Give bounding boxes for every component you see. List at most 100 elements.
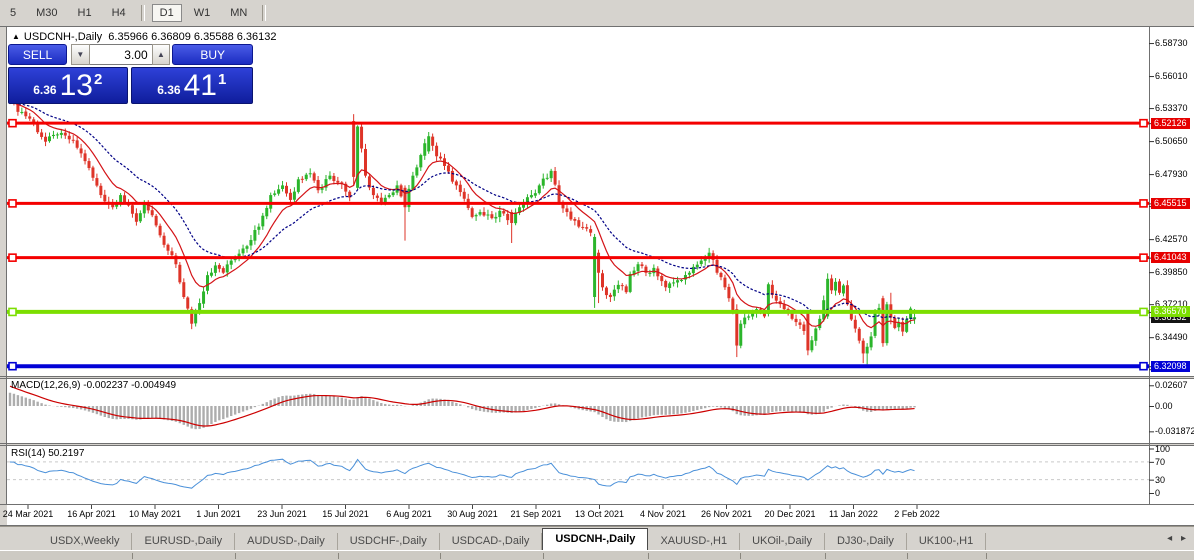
timeframe-button-h1[interactable]: H1 xyxy=(77,7,92,19)
line-end-marker xyxy=(1139,253,1148,262)
price-axis-label: 6.47930 xyxy=(1155,169,1188,180)
timeframe-toolbar: 5 M30 H1 H4 D1 W1 MN xyxy=(0,0,1194,26)
buy-price-small: 6.36 xyxy=(157,83,181,97)
tab-usdcnh-daily[interactable]: USDCNH-,Daily xyxy=(542,528,649,550)
line-end-marker xyxy=(8,199,17,208)
tab-strip-mark xyxy=(907,553,908,559)
tab-strip-mark xyxy=(740,553,741,559)
price-level-badge: 6.32098 xyxy=(1151,360,1190,372)
macd-scale-label: -0.031872 xyxy=(1155,426,1194,437)
ma-slow-line xyxy=(9,102,915,320)
rsi-scale-label: 100 xyxy=(1155,443,1171,454)
price-axis-label: 6.50650 xyxy=(1155,136,1188,147)
tab-scroll-left-icon[interactable]: ◂ xyxy=(1167,533,1173,544)
macd-current-values: -0.002237 -0.004949 xyxy=(83,380,177,391)
chevron-up-icon: ▲ xyxy=(157,50,165,59)
date-axis-label: 30 Aug 2021 xyxy=(447,509,498,519)
rsi-scale-label: 70 xyxy=(1155,456,1166,467)
tab-strip-mark xyxy=(825,553,826,559)
tab-scroll-right-icon[interactable]: ▸ xyxy=(1180,533,1186,544)
tab-xauusd-h1[interactable]: XAUUSD-,H1 xyxy=(648,533,741,550)
buy-price-quote[interactable]: 6.36 41 1 xyxy=(130,67,253,104)
line-end-marker xyxy=(1139,361,1148,371)
volume-increase-button[interactable]: ▲ xyxy=(151,44,171,65)
timeframe-button-h4[interactable]: H4 xyxy=(111,7,126,19)
tab-usdx-weekly[interactable]: USDX,Weekly xyxy=(38,533,133,550)
chart-symbol-label: USDCNH-,Daily xyxy=(23,31,103,43)
rsi-current-value: 50.2197 xyxy=(48,448,85,459)
tab-strip-mark xyxy=(543,553,544,559)
sell-button[interactable]: SELL xyxy=(8,44,68,65)
macd-layer xyxy=(8,385,916,430)
date-axis-label: 2 Feb 2022 xyxy=(894,509,940,519)
date-axis-label: 15 Jul 2021 xyxy=(322,509,369,519)
sell-price-big: 13 xyxy=(59,69,93,102)
buy-price-sup: 1 xyxy=(217,71,227,88)
tab-strip-mark xyxy=(235,553,236,559)
rsi-indicator-label: RSI(14) 50.2197 xyxy=(11,448,85,459)
sell-price-small: 6.36 xyxy=(33,83,57,97)
line-end-marker xyxy=(1139,307,1148,317)
tab-usdcad-daily[interactable]: USDCAD-,Daily xyxy=(440,533,543,550)
date-axis-label: 16 Apr 2021 xyxy=(67,509,116,519)
chevron-down-icon: ▼ xyxy=(76,50,85,59)
line-end-marker xyxy=(8,361,17,371)
timeframe-button-mn[interactable]: MN xyxy=(230,7,248,19)
price-level-badge: 6.41043 xyxy=(1151,252,1190,264)
price-level-badge: 6.36570 xyxy=(1151,306,1190,318)
date-axis-label: 26 Nov 2021 xyxy=(700,509,753,519)
tab-strip-mark xyxy=(440,553,441,559)
tab-usdchf-daily[interactable]: USDCHF-,Daily xyxy=(338,533,440,550)
chart-ohlc-values: 6.35966 6.36809 6.35588 6.36132 xyxy=(108,31,277,43)
tab-strip xyxy=(0,550,1194,560)
line-end-marker xyxy=(1139,118,1148,128)
date-axis-label: 23 Jun 2021 xyxy=(257,509,307,519)
price-axis-label: 6.39850 xyxy=(1155,267,1188,278)
tab-strip-mark xyxy=(648,553,649,559)
price-axis-label: 6.34490 xyxy=(1155,332,1188,343)
tab-dj30-daily[interactable]: DJ30-,Daily xyxy=(825,533,907,550)
timeframe-button-d1[interactable]: D1 xyxy=(151,4,182,22)
tab-strip-mark xyxy=(132,553,133,559)
title-up-arrow-icon[interactable]: ▲ xyxy=(12,32,20,41)
sell-price-quote[interactable]: 6.36 13 2 xyxy=(8,67,128,104)
timeframe-button-5[interactable]: 5 xyxy=(10,7,17,19)
volume-input[interactable] xyxy=(89,44,152,65)
date-axis-label: 6 Aug 2021 xyxy=(386,509,432,519)
tab-uk100-h1[interactable]: UK100-,H1 xyxy=(907,533,987,550)
price-axis-label: 6.37210 xyxy=(1155,299,1188,310)
price-axis-label: 6.58730 xyxy=(1155,38,1188,49)
buy-button[interactable]: BUY xyxy=(172,44,253,65)
date-axis-label: 4 Nov 2021 xyxy=(639,509,687,519)
rsi-line xyxy=(9,458,915,489)
toolbar-separator xyxy=(262,5,267,21)
date-axis-label: 10 May 2021 xyxy=(128,509,182,519)
date-axis-label: 21 Sep 2021 xyxy=(510,509,562,519)
tab-audusd-daily[interactable]: AUDUSD-,Daily xyxy=(235,533,338,550)
date-axis-label: 1 Jun 2021 xyxy=(196,509,241,519)
toolbar-separator xyxy=(140,5,145,21)
tab-strip-mark xyxy=(338,553,339,559)
tab-strip-mark xyxy=(986,553,987,559)
timeframe-button-m30[interactable]: M30 xyxy=(36,7,58,19)
date-axis-label: 11 Jan 2022 xyxy=(829,509,878,519)
price-axis-label: 6.56010 xyxy=(1155,71,1188,82)
tab-ukoil-daily[interactable]: UKOil-,Daily xyxy=(740,533,825,550)
macd-scale-label: 0.02607 xyxy=(1155,380,1188,391)
sell-price-sup: 2 xyxy=(93,71,103,88)
chart-tab-bar: USDX,Weekly EURUSD-,Daily AUDUSD-,Daily USD… xyxy=(0,526,1194,560)
timeframe-button-w1[interactable]: W1 xyxy=(193,7,211,19)
one-click-trade-panel: SELL ▼ ▲ BUY 6.36 13 2 6.36 41 1 xyxy=(8,44,253,104)
date-axis-label: 13 Oct 2021 xyxy=(574,509,625,519)
price-axis-label: 6.42570 xyxy=(1155,234,1188,245)
rsi-scale-label: 30 xyxy=(1155,474,1166,485)
volume-decrease-button[interactable]: ▼ xyxy=(70,44,90,65)
price-level-badge: 6.52126 xyxy=(1151,117,1190,129)
rsi-scale-label: 0 xyxy=(1155,488,1161,498)
macd-scale-label: 0.00 xyxy=(1155,401,1173,411)
tab-eurusd-daily[interactable]: EURUSD-,Daily xyxy=(132,533,236,550)
line-end-marker xyxy=(8,307,17,317)
line-end-marker xyxy=(1139,199,1148,208)
chart-tabs: USDX,Weekly EURUSD-,Daily AUDUSD-,Daily USD… xyxy=(0,527,1194,550)
